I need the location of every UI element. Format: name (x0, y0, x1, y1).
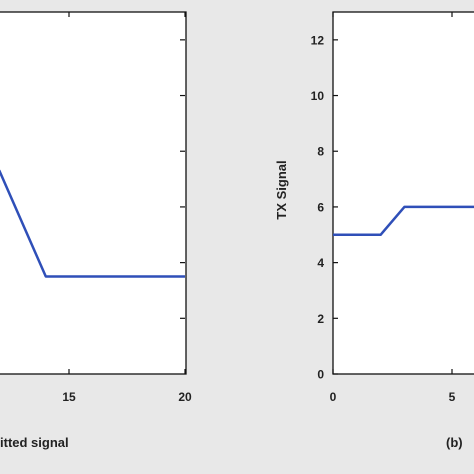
panel-b: 0 2 4 6 8 10 12 0 5 TX Signal (b) (274, 11, 474, 450)
panel-b-y-tick-label: 12 (311, 33, 325, 47)
panel-b-y-tick-label: 10 (311, 89, 325, 103)
panel-a: 15 20 itted signal (0, 11, 192, 450)
panel-a-ticks (68, 12, 186, 374)
panel-b-series-line (333, 205, 474, 237)
panel-b-ticks (332, 12, 453, 375)
panel-a-plot-area (0, 11, 187, 375)
panel-b-y-tick-label: 0 (317, 368, 324, 382)
panel-a-caption: itted signal (0, 435, 69, 450)
panel-b-y-tick-labels: 0 2 4 6 8 10 12 (311, 33, 325, 381)
panel-b-x-tick-label: 0 (330, 390, 337, 404)
panel-a-x-tick-label: 15 (62, 390, 76, 404)
panel-b-caption: (b) (446, 435, 463, 450)
panel-b-y-tick-label: 2 (317, 312, 324, 326)
panel-a-x-tick-label: 20 (178, 390, 192, 404)
panel-b-y-axis-label: TX Signal (274, 160, 289, 219)
panel-a-series-line (0, 169, 185, 278)
panel-b-y-tick-label: 8 (317, 145, 324, 159)
panel-b-y-tick-label: 4 (317, 256, 324, 270)
panel-b-plot-area (332, 11, 474, 375)
panel-b-y-tick-label: 6 (317, 200, 324, 214)
panel-b-x-tick-label: 5 (449, 390, 456, 404)
